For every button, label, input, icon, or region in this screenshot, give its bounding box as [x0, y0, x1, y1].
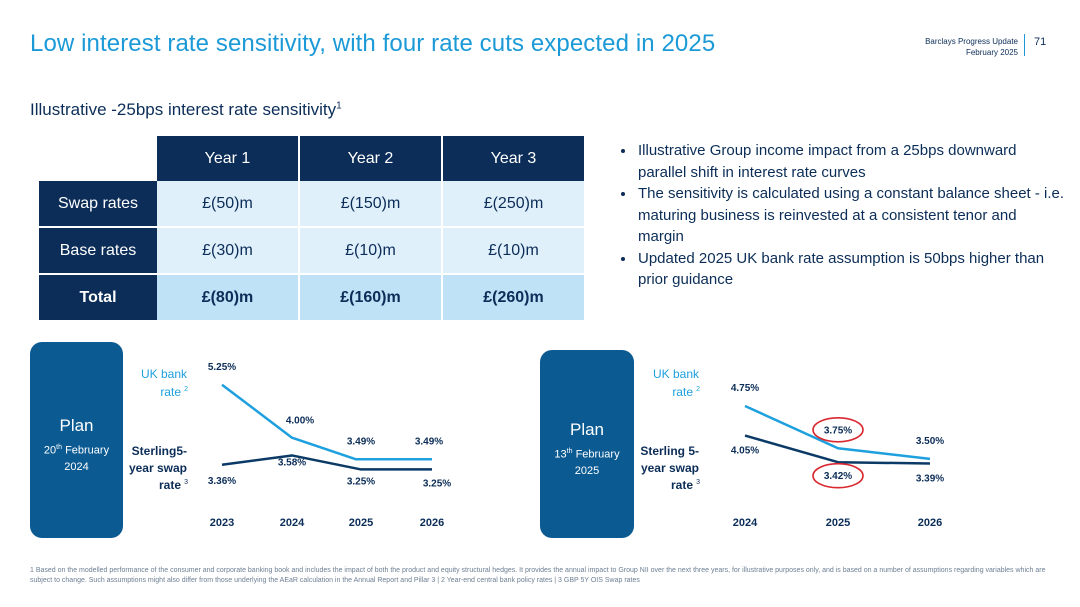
x-tick-label: 2024 [733, 517, 758, 529]
legend-label: Sterling 5- [640, 444, 699, 458]
data-label: 4.00% [286, 416, 314, 427]
table-header-row: Year 1 Year 2 Year 3 [39, 136, 584, 181]
x-tick-label: 2026 [420, 517, 444, 529]
plan-title: Plan [59, 416, 94, 435]
series-line [221, 383, 432, 461]
row-header: Total [39, 275, 157, 322]
table-cell: £(10)m [443, 228, 584, 275]
legend-footnote-mark: 3 [696, 479, 700, 486]
bullet-item: The sensitivity is calculated using a co… [636, 183, 1066, 248]
data-label: 3.58% [278, 457, 306, 468]
data-label: 3.25% [423, 478, 451, 489]
document-info: Barclays Progress Update February 2025 [925, 36, 1018, 58]
data-label: 3.36% [208, 476, 236, 487]
subtitle-footnote-mark: 1 [336, 100, 342, 112]
legend-label: rate [159, 478, 181, 492]
legend-label: year swap [641, 461, 699, 475]
highlight-circle [812, 416, 864, 443]
table-cell: £(250)m [443, 181, 584, 228]
table-total-row: Total £(80)m £(160)m £(260)m [39, 275, 584, 322]
legend-footnote-mark: 2 [184, 386, 188, 393]
x-tick-label: 2024 [280, 517, 305, 529]
commentary-bullets: Illustrative Group income impact from a … [612, 140, 1066, 291]
row-header: Base rates [39, 228, 157, 275]
table-row: Base rates £(30)m £(10)m £(10)m [39, 228, 584, 275]
series-line [744, 404, 931, 461]
page-title: Low interest rate sensitivity, with four… [30, 30, 716, 57]
column-header: Year 1 [157, 136, 300, 181]
page-number: 71 [1034, 36, 1047, 48]
table-cell: £(160)m [300, 275, 443, 322]
plan-2024-badge: Plan 20th February 2024 [30, 342, 123, 538]
table-cell: £(50)m [157, 181, 300, 228]
legend-footnote-mark: 3 [184, 479, 188, 486]
legend-label: UK bank [653, 367, 700, 381]
data-label: 3.50% [916, 436, 944, 447]
data-label: 4.75% [731, 383, 759, 394]
column-header: Year 2 [300, 136, 443, 181]
data-label: 5.25% [208, 362, 236, 373]
legend-footnote-mark: 2 [696, 386, 700, 393]
table-cell: £(80)m [157, 275, 300, 322]
legend-label: rate [672, 385, 693, 399]
table-corner [39, 136, 157, 181]
legend-label: rate [671, 478, 693, 492]
data-label: 3.49% [415, 436, 443, 447]
series-line [221, 454, 432, 471]
plan-2025-badge: Plan 13th February 2025 [540, 350, 634, 538]
data-label: 3.42% [824, 471, 852, 482]
table-row: Swap rates £(50)m £(150)m £(250)m [39, 181, 584, 228]
plan-date: 20th February 2024 [30, 440, 123, 475]
header-divider [1024, 34, 1025, 56]
table-cell: £(10)m [300, 228, 443, 275]
highlight-circle [812, 462, 864, 489]
plan-day-suffix: th [566, 448, 573, 455]
document-date: February 2025 [965, 48, 1018, 57]
bullet-item: Illustrative Group income impact from a … [636, 140, 1066, 183]
plan-year: 2024 [64, 460, 89, 473]
subtitle-text: Illustrative -25bps interest rate sensit… [30, 100, 337, 119]
table-cell: £(30)m [157, 228, 300, 275]
bullet-item: Updated 2025 UK bank rate assumption is … [636, 248, 1066, 291]
plan-year: 2025 [574, 464, 600, 477]
data-label: 3.75% [824, 425, 852, 436]
x-tick-label: 2025 [826, 517, 850, 529]
plan-month: February [575, 448, 620, 461]
section-subtitle: Illustrative -25bps interest rate sensit… [30, 100, 342, 120]
x-tick-label: 2026 [918, 517, 942, 529]
plan-month: February [65, 444, 110, 457]
plan-title: Plan [569, 420, 605, 439]
plan-date: 13th February 2025 [540, 444, 634, 479]
sensitivity-table: Year 1 Year 2 Year 3 Swap rates £(50)m £… [39, 136, 584, 322]
x-tick-label: 2023 [210, 517, 234, 529]
series-line [744, 434, 931, 465]
x-tick-label: 2025 [349, 517, 373, 529]
legend-label: year swap [129, 461, 187, 475]
table-cell: £(150)m [300, 181, 443, 228]
table-cell: £(260)m [443, 275, 584, 322]
legend-label: rate [160, 385, 181, 399]
plan-day: 13 [554, 448, 567, 461]
data-label: 4.05% [731, 446, 759, 457]
legend-label: UK bank [141, 367, 188, 381]
data-label: 3.39% [916, 474, 944, 485]
legend-label: Sterling5- [132, 444, 187, 458]
footnote: 1 Based on the modelled performance of t… [30, 567, 1046, 584]
plan-day: 20 [43, 444, 57, 457]
document-name: Barclays Progress Update [925, 37, 1018, 46]
row-header: Swap rates [39, 181, 157, 228]
data-label: 3.49% [347, 436, 375, 447]
column-header: Year 3 [443, 136, 584, 181]
data-label: 3.25% [347, 476, 375, 487]
plan-day-suffix: th [56, 444, 62, 451]
